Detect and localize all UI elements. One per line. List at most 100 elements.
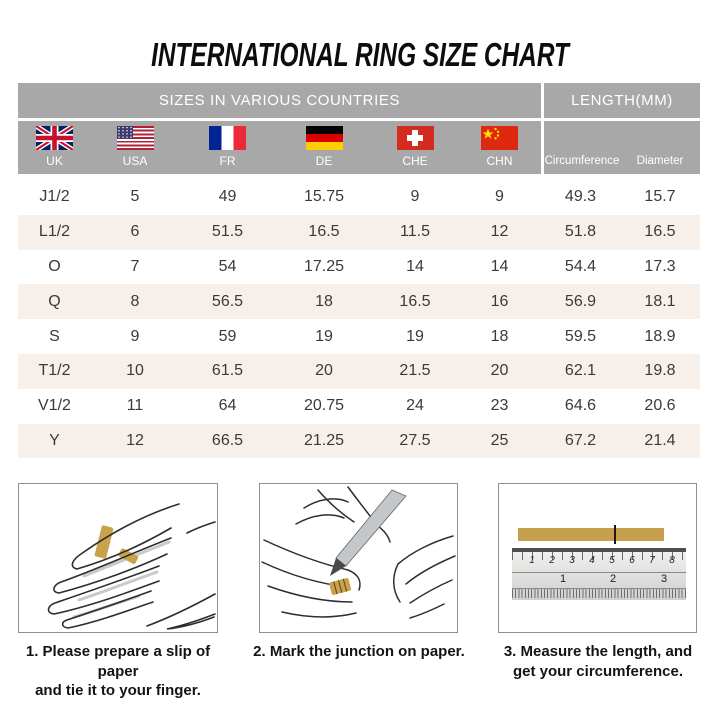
country-code-label: USA xyxy=(122,154,148,168)
usa-flag-icon xyxy=(116,126,154,150)
paper-strip-mark xyxy=(614,525,616,544)
column-header-usa: USA xyxy=(91,121,179,174)
table-cell: 12 xyxy=(490,223,509,241)
figure-step-3-box: 1 2 3 4 5 6 7 8 1 2 3 xyxy=(498,483,697,633)
table-cell: 20 xyxy=(490,362,509,380)
length-columns-row: Circumference Diameter xyxy=(544,121,700,174)
table-cell: 16.5 xyxy=(644,223,676,241)
table-cell: 11 xyxy=(126,397,144,415)
marking-hand-illustration xyxy=(261,486,456,619)
figure-step-2-box xyxy=(259,483,458,633)
table-cell: 15.7 xyxy=(644,188,676,206)
table-cell: 20.75 xyxy=(303,397,345,415)
france-flag-icon xyxy=(209,126,246,150)
table-cell: 54.4 xyxy=(564,257,597,275)
length-section-header: LENGTH(MM) xyxy=(544,83,700,118)
table-cell: 49 xyxy=(218,188,237,206)
flags-row: UK USA FR DE CHE xyxy=(18,121,541,174)
table-cell: 14 xyxy=(406,257,424,275)
ruler-inch-number: 1 xyxy=(559,573,567,585)
figure-step-1-box xyxy=(18,483,218,633)
column-header-de: DE xyxy=(276,121,372,174)
table-cell: 20 xyxy=(315,362,333,380)
table-cell: 67.2 xyxy=(564,431,597,449)
table-cell: 51.5 xyxy=(211,223,244,241)
caption-step-2: 2. Mark the junction on paper. xyxy=(248,642,470,662)
uk-flag-icon xyxy=(36,126,73,150)
table-cell: 21.4 xyxy=(644,431,676,449)
ring-size-table-body: J1/2 5 49 15.75 9 9 49.3 15.7 L1/2 6 51.5 16.5 11.5… xyxy=(18,180,700,459)
ruler-cm-number: 7 xyxy=(649,555,655,566)
table-cell: 56.9 xyxy=(564,292,597,310)
table-row: V1/2 11 64 20.75 24 23 64.6 20.6 xyxy=(18,389,700,424)
column-header-che: CHE xyxy=(372,121,458,174)
table-cell: 25 xyxy=(490,431,509,449)
caption-line: 1. Please prepare a slip of paper xyxy=(25,643,211,680)
country-code-label: DE xyxy=(315,154,333,168)
table-cell: T1/2 xyxy=(38,362,71,380)
table-cell: 17.25 xyxy=(303,257,345,275)
table-cell: V1/2 xyxy=(38,397,71,415)
table-cell: 54 xyxy=(218,257,237,275)
table-cell: 16.5 xyxy=(399,292,431,310)
paper-strip xyxy=(518,528,664,541)
table-cell: J1/2 xyxy=(39,188,70,206)
ruler-fine-ticks xyxy=(512,589,686,598)
table-cell: 6 xyxy=(130,223,140,241)
column-header-uk: UK xyxy=(18,121,91,174)
ruler-inch-number: 2 xyxy=(609,573,617,585)
germany-flag-icon xyxy=(305,126,343,150)
ruler-cm-number: 2 xyxy=(549,555,555,566)
ruler-cm-number: 4 xyxy=(589,555,595,566)
switzerland-flag-icon xyxy=(396,126,434,150)
table-cell: 5 xyxy=(130,188,140,206)
table-cell: Y xyxy=(49,431,60,449)
table-cell: 51.8 xyxy=(564,223,597,241)
table-cell: 59 xyxy=(218,327,237,345)
table-cell: 11.5 xyxy=(400,223,430,241)
table-cell: 66.5 xyxy=(211,431,244,449)
country-code-label: FR xyxy=(219,154,236,168)
country-code-label: UK xyxy=(46,154,63,168)
table-cell: 15.75 xyxy=(303,188,345,206)
table-cell: 24 xyxy=(406,397,424,415)
caption-line: and tie it to your finger. xyxy=(35,682,201,699)
page-title: INTERNATIONAL RING SIZE CHART xyxy=(151,36,569,73)
countries-section-header: SIZES IN VARIOUS COUNTRIES xyxy=(18,83,541,118)
table-cell: L1/2 xyxy=(38,223,71,241)
table-cell: 19.8 xyxy=(644,362,676,380)
table-cell: 16 xyxy=(490,292,509,310)
table-cell: 12 xyxy=(126,431,144,449)
table-row: O 7 54 17.25 14 14 54.4 17.3 xyxy=(18,250,700,285)
diameter-column-header: Diameter xyxy=(636,155,684,167)
table-cell: 9 xyxy=(410,188,420,206)
caption-step-1: 1. Please prepare a slip of paper and ti… xyxy=(4,642,232,701)
china-flag-icon xyxy=(481,126,518,150)
caption-line: get your circumference. xyxy=(512,662,684,680)
table-row: J1/2 5 49 15.75 9 9 49.3 15.7 xyxy=(18,180,700,215)
table-cell: 64 xyxy=(218,397,237,415)
table-cell: 9 xyxy=(130,327,140,345)
country-code-label: CHN xyxy=(486,154,513,168)
table-cell: 27.5 xyxy=(399,431,431,449)
table-cell: S xyxy=(49,327,60,345)
circumference-column-header: Circumference xyxy=(544,155,620,167)
table-cell: 21.25 xyxy=(303,431,345,449)
ruler-baseline xyxy=(512,588,686,589)
table-cell: 23 xyxy=(490,397,509,415)
table-cell: 49.3 xyxy=(564,188,597,206)
table-row: Y 12 66.5 21.25 27.5 25 67.2 21.4 xyxy=(18,423,700,459)
table-cell: Q xyxy=(48,292,61,310)
table-cell: 62.1 xyxy=(564,362,597,380)
caption-step-3: 3. Measure the length, and get your circ… xyxy=(488,642,708,681)
usa-flag-canton xyxy=(116,126,133,139)
hand-with-paper-illustration xyxy=(47,503,216,630)
country-code-label: CHE xyxy=(402,154,428,168)
caption-line: 3. Measure the length, and xyxy=(503,643,693,660)
ruler-cm-number: 5 xyxy=(609,555,615,566)
table-row: S 9 59 19 19 18 59.5 18.9 xyxy=(18,319,700,354)
table-cell: 19 xyxy=(406,327,424,345)
ruler-cm-number: 8 xyxy=(669,555,675,566)
table-cell: 10 xyxy=(126,362,144,380)
caption-line: 2. Mark the junction on paper. xyxy=(253,643,465,660)
